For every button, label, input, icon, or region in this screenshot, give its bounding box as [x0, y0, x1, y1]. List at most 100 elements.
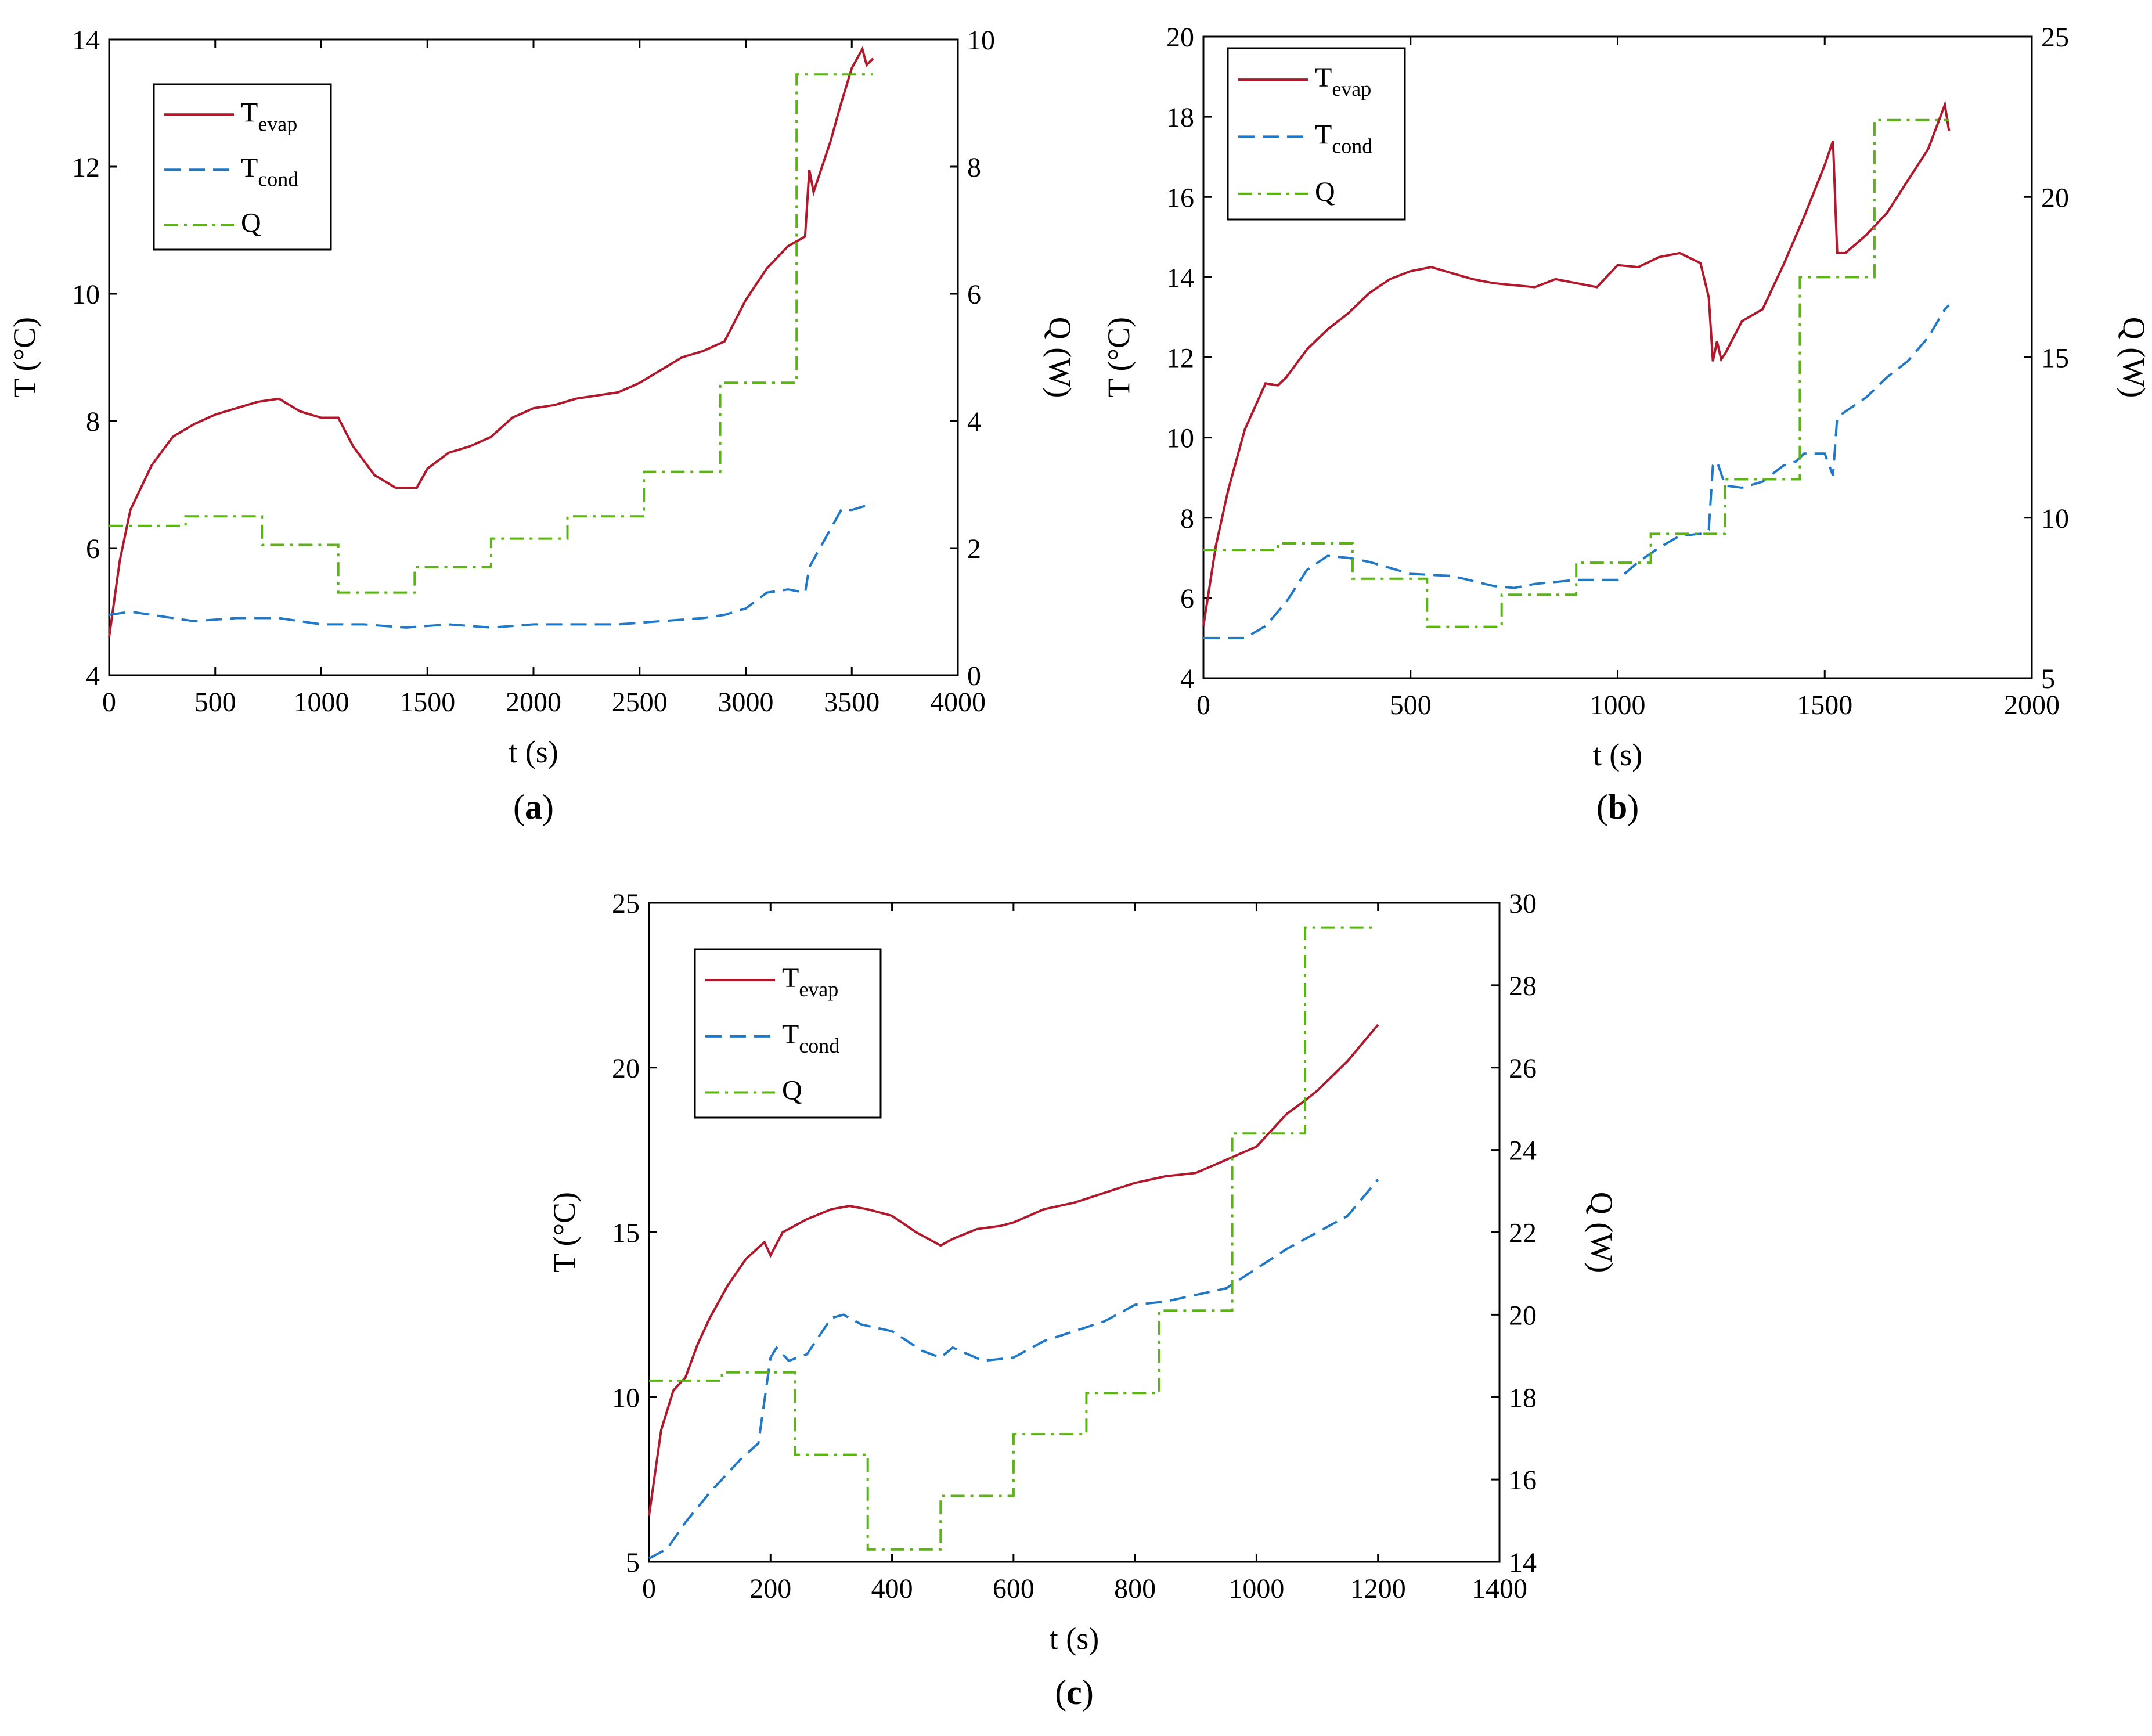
legend-label: Tevap [241, 97, 297, 135]
x-tick-label: 1500 [399, 687, 455, 718]
y-tick-label: 20 [612, 1053, 640, 1084]
legend-label: Tcond [782, 1019, 839, 1057]
y2-tick-label: 5 [2041, 664, 2055, 694]
y2-tick-label: 4 [967, 406, 981, 437]
y-tick-label: 12 [72, 152, 100, 183]
legend-label-main: Q [241, 207, 261, 238]
y2-axis-title: Q (W) [2117, 317, 2151, 398]
x-tick-label: 2000 [2004, 690, 2060, 721]
y-tick-label: 10 [1166, 423, 1194, 454]
legend-label-subscript: cond [799, 1034, 839, 1057]
y2-axis-title: Q (W) [1584, 1192, 1619, 1273]
series-line-q [109, 73, 873, 594]
y-tick-label: 10 [72, 279, 100, 310]
series-line-t-cond [109, 502, 874, 629]
x-tick-label: 1400 [1472, 1573, 1527, 1604]
series-line-t-evap [108, 46, 874, 638]
series-line-q [1203, 118, 1949, 628]
legend-label-subscript: cond [1332, 134, 1372, 157]
legend-label-main: T [241, 97, 258, 128]
y-axis-title: T (°C) [1101, 317, 1136, 398]
chart-panel-b: 0 500 1000 1500 2000 4 6 8 10 12 14 16 18 20 5 10 15 20 25… [1101, 22, 2151, 826]
y-tick-label: 5 [626, 1547, 640, 1578]
legend-label: Tevap [782, 963, 838, 1001]
y2-axis-title: Q (W) [1043, 317, 1077, 398]
legend-box [694, 948, 882, 1119]
x-tick-label: 200 [749, 1573, 791, 1604]
x-tick-label: 3000 [718, 687, 774, 718]
y2-tick-label: 28 [1509, 971, 1537, 1002]
chart-panel-c: 0 200 400 600 800 1000 1200 1400 5 10 15 20 25 14 16 18… [547, 888, 1619, 1712]
y-tick-label: 6 [1180, 584, 1194, 614]
y-tick-label: 20 [1166, 22, 1194, 53]
y2-tick-label: 10 [967, 25, 995, 56]
y-axis-title: T (°C) [547, 1192, 582, 1273]
y-tick-label: 8 [1180, 503, 1194, 534]
x-tick-label: 3500 [824, 687, 879, 718]
x-tick-label: 0 [642, 1573, 656, 1604]
legend-label-subscript: evap [799, 978, 838, 1001]
legend-label-main: T [782, 963, 799, 993]
legend-label-main: T [241, 152, 258, 183]
y2-tick-label: 30 [1509, 888, 1537, 919]
legend-label-main: T [1315, 62, 1332, 93]
legend-label-subscript: evap [258, 112, 297, 135]
legend: Tevap Tcond Q [153, 83, 332, 251]
x-tick-label: 1000 [1590, 690, 1646, 721]
y-tick-label: 10 [612, 1382, 640, 1413]
x-axis-title: t (s) [1050, 1621, 1099, 1656]
legend-box [153, 83, 332, 251]
y2-tick-label: 24 [1509, 1136, 1537, 1166]
x-tick-label: 1000 [294, 687, 349, 718]
y-tick-label: 25 [612, 888, 640, 919]
y-tick-label: 18 [1166, 102, 1194, 133]
x-tick-label: 400 [871, 1573, 913, 1604]
y-tick-label: 8 [86, 406, 100, 437]
series-line-t-cond [1203, 304, 1950, 639]
legend-label-main: T [1315, 119, 1332, 150]
x-tick-label: 4000 [930, 687, 986, 718]
panel-label: (c) [1055, 1673, 1094, 1712]
x-tick-label: 2500 [612, 687, 668, 718]
y2-tick-label: 25 [2041, 22, 2069, 53]
y-tick-label: 12 [1166, 343, 1194, 374]
y-tick-label: 15 [612, 1218, 640, 1249]
series-line-t-cond [648, 1179, 1379, 1560]
legend-label-main: Q [782, 1075, 802, 1106]
y2-tick-label: 10 [2041, 503, 2069, 534]
y-tick-label: 4 [86, 661, 100, 691]
x-tick-label: 1500 [1797, 690, 1852, 721]
legend-label: Tevap [1315, 62, 1371, 100]
x-axis-title: t (s) [509, 734, 558, 769]
panel-label: (a) [513, 788, 554, 826]
legend-label: Q [1315, 177, 1335, 207]
y2-tick-label: 6 [967, 279, 981, 310]
y2-tick-label: 8 [967, 152, 981, 183]
x-tick-label: 1000 [1228, 1573, 1284, 1604]
legend-label: Tcond [241, 152, 298, 190]
legend-label: Tcond [1315, 119, 1372, 157]
x-tick-label: 500 [194, 687, 236, 718]
y2-tick-label: 20 [2041, 182, 2069, 213]
y2-tick-label: 14 [1509, 1547, 1537, 1578]
y2-tick-label: 20 [1509, 1300, 1537, 1331]
legend-label-main: Q [1315, 177, 1335, 207]
y-tick-label: 16 [1166, 182, 1194, 213]
y-tick-label: 6 [86, 534, 100, 564]
series-line-t-evap [648, 1024, 1379, 1516]
legend-label-main: T [782, 1019, 799, 1050]
legend-label: Q [241, 207, 261, 238]
y-tick-label: 14 [72, 25, 100, 56]
y2-tick-label: 0 [967, 661, 981, 691]
panel-label: (b) [1596, 788, 1639, 826]
legend-box [1227, 47, 1406, 221]
legend-label-subscript: evap [1332, 77, 1371, 100]
y2-tick-label: 16 [1509, 1465, 1537, 1496]
series-line-t-evap [1202, 100, 1951, 626]
y-tick-label: 14 [1166, 262, 1194, 293]
series-line-q [649, 926, 1378, 1551]
x-tick-label: 500 [1390, 690, 1432, 721]
y2-tick-label: 15 [2041, 343, 2069, 374]
